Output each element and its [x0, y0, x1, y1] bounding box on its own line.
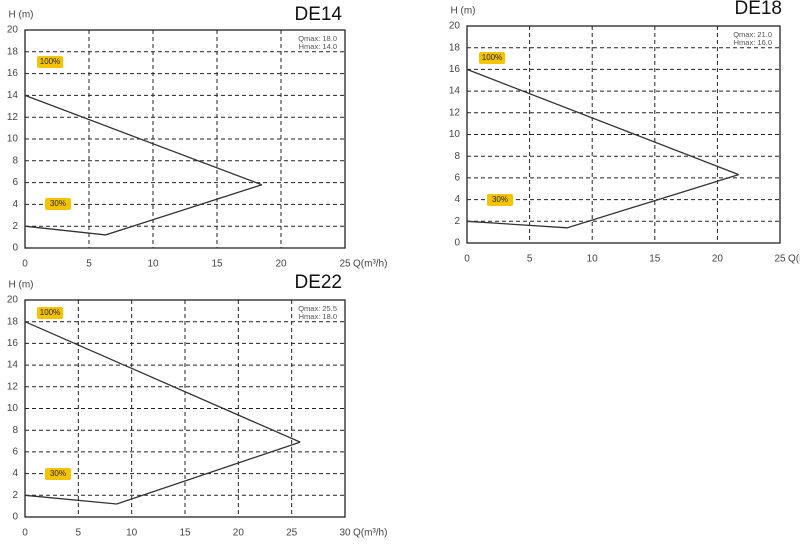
legend-label: 30% — [50, 469, 66, 478]
y-tick-label: 18 — [7, 46, 19, 57]
x-tick-label: 30 — [339, 528, 351, 539]
plot-border — [466, 25, 781, 244]
series-line — [466, 68, 739, 176]
x-tick-label: 0 — [22, 259, 28, 270]
chart-title: DE18 — [734, 0, 782, 19]
y-tick-label: 10 — [449, 129, 461, 140]
legend-tag — [487, 194, 513, 206]
x-tick-label: 25 — [339, 259, 351, 270]
y-tick-label: 4 — [12, 199, 18, 210]
legend-tag — [479, 52, 505, 64]
y-tick-label: 18 — [449, 42, 461, 53]
annotation: Qmax: 18.0 — [298, 34, 337, 43]
y-tick-label: 0 — [12, 243, 18, 254]
legend-tag — [45, 468, 71, 480]
y-tick-label: 20 — [449, 21, 461, 32]
y-tick-label: 10 — [7, 134, 19, 145]
x-axis-label: Q(m³/h) — [788, 254, 800, 265]
x-tick-label: 5 — [86, 259, 92, 270]
x-tick-label: 15 — [211, 259, 223, 270]
annotation: Qmax: 21.0 — [733, 30, 772, 39]
y-axis-label: H (m) — [9, 10, 34, 21]
legend-tag — [37, 307, 63, 319]
legend-label: 30% — [492, 195, 508, 204]
x-tick-label: 10 — [147, 259, 159, 270]
series-line — [24, 321, 301, 443]
series-line — [24, 441, 301, 505]
legend-label: 100% — [482, 53, 502, 62]
series-line — [466, 174, 739, 229]
x-tick-label: 10 — [587, 254, 599, 265]
legend-tag — [45, 198, 71, 210]
series-line — [24, 94, 263, 186]
y-tick-label: 8 — [12, 155, 18, 166]
y-tick-label: 8 — [454, 151, 460, 162]
y-tick-label: 6 — [12, 177, 18, 188]
x-tick-label: 5 — [76, 528, 82, 539]
y-tick-label: 2 — [454, 216, 460, 227]
y-tick-label: 16 — [7, 68, 19, 79]
x-axis-label: Q(m³/h) — [353, 528, 387, 539]
y-tick-label: 10 — [7, 403, 19, 414]
annotation: Qmax: 25.5 — [298, 304, 337, 313]
x-tick-label: 20 — [233, 528, 245, 539]
x-tick-label: 0 — [464, 254, 470, 265]
legend-label: 100% — [40, 57, 60, 66]
chart-title: DE14 — [294, 4, 342, 25]
y-tick-label: 12 — [7, 112, 19, 123]
y-tick-label: 0 — [454, 238, 460, 249]
y-tick-label: 0 — [12, 512, 18, 523]
x-axis-label: Q(m³/h) — [353, 259, 387, 270]
plot-border — [24, 29, 346, 249]
legend-label: 100% — [40, 308, 60, 317]
series-line — [24, 184, 262, 236]
x-tick-label: 15 — [649, 254, 661, 265]
y-tick-label: 4 — [12, 468, 18, 479]
annotation: Hmax: 14.0 — [299, 42, 337, 51]
x-tick-label: 25 — [774, 254, 786, 265]
x-tick-label: 15 — [179, 528, 191, 539]
legend-tag — [37, 56, 63, 68]
chart-title: DE22 — [294, 272, 342, 293]
y-tick-label: 14 — [449, 86, 461, 97]
y-axis-label: H (m) — [9, 280, 34, 291]
y-axis-label: H (m) — [451, 6, 476, 17]
y-tick-label: 12 — [449, 107, 461, 118]
legend-label: 30% — [50, 199, 66, 208]
y-tick-label: 18 — [7, 316, 19, 327]
y-tick-label: 2 — [12, 490, 18, 501]
y-tick-label: 6 — [454, 173, 460, 184]
annotation: Hmax: 18.0 — [299, 312, 337, 321]
annotation: Hmax: 16.0 — [734, 38, 772, 47]
x-tick-label: 20 — [275, 259, 287, 270]
plot-border — [24, 299, 346, 518]
y-tick-label: 12 — [7, 381, 19, 392]
x-tick-label: 5 — [527, 254, 533, 265]
y-tick-label: 20 — [7, 25, 19, 36]
y-tick-label: 16 — [449, 64, 461, 75]
y-tick-label: 14 — [7, 360, 19, 371]
y-tick-label: 4 — [454, 194, 460, 205]
y-tick-label: 2 — [12, 221, 18, 232]
y-tick-label: 16 — [7, 338, 19, 349]
x-tick-label: 20 — [712, 254, 724, 265]
y-tick-label: 6 — [12, 447, 18, 458]
y-tick-label: 8 — [12, 425, 18, 436]
x-tick-label: 0 — [22, 528, 28, 539]
y-tick-label: 14 — [7, 90, 19, 101]
x-tick-label: 25 — [286, 528, 298, 539]
x-tick-label: 10 — [126, 528, 138, 539]
y-tick-label: 20 — [7, 295, 19, 306]
